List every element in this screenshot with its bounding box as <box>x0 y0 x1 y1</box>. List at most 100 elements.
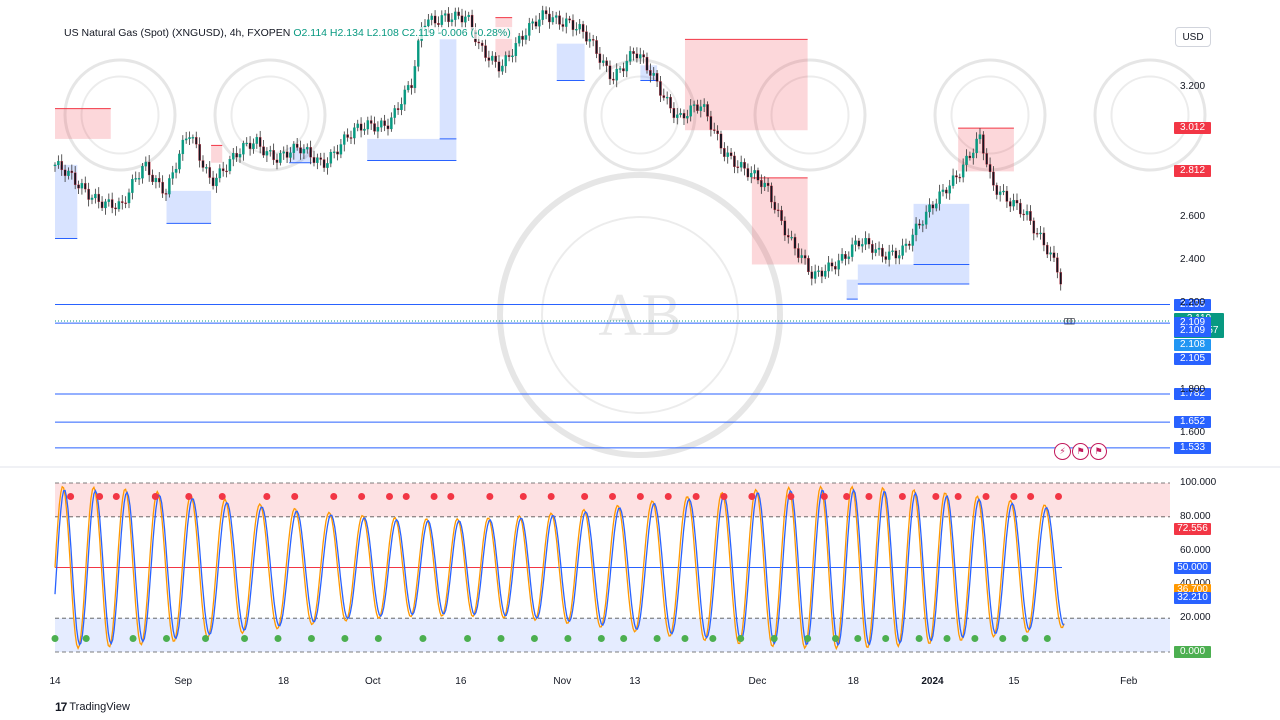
candle-body <box>824 270 827 277</box>
candle-body <box>921 224 925 226</box>
candle-body <box>198 144 201 161</box>
overbought-signal-dot <box>636 493 644 501</box>
overbought-signal-dot <box>291 493 299 501</box>
candle-body <box>349 137 353 139</box>
overbought-signal-dot <box>1027 493 1035 501</box>
zone-price-tag: 2.105 <box>1174 352 1211 365</box>
candle-body <box>121 201 124 203</box>
candle-body <box>753 170 756 174</box>
oversold-signal-dot <box>464 634 472 642</box>
oscillator-axis-label: 60.000 <box>1180 544 1211 556</box>
candle-body <box>84 183 87 190</box>
oscillator-axis-label: 100.000 <box>1180 477 1217 488</box>
candle-body <box>1005 190 1009 202</box>
oversold-signal-dot <box>419 634 427 642</box>
candle-body <box>830 262 834 267</box>
candle-body <box>679 113 682 115</box>
candle-body <box>339 144 343 155</box>
candle-body <box>53 164 57 167</box>
candle-body <box>107 199 111 202</box>
candle-body <box>578 24 581 30</box>
candle-body <box>884 256 888 260</box>
us-flag-icon[interactable]: ⚑ <box>1072 443 1089 460</box>
event-icons[interactable]: ⚡ ⚑ ⚑ <box>1054 443 1107 460</box>
candle-body <box>376 127 380 132</box>
overbought-signal-dot <box>430 493 438 501</box>
candle-body <box>141 165 144 179</box>
candle-body <box>137 178 141 180</box>
oversold-signal-dot <box>943 634 951 642</box>
overbought-signal-dot <box>1055 493 1062 501</box>
overbought-signal-dot <box>865 493 873 501</box>
overbought-signal-dot <box>720 493 728 501</box>
watermark-letters: AB <box>598 282 681 348</box>
candle-body <box>847 256 851 259</box>
candle-body <box>238 154 242 158</box>
candle-body <box>854 240 857 245</box>
lightning-icon[interactable]: ⚡ <box>1054 443 1071 460</box>
candle-body <box>329 152 333 164</box>
candle-body <box>454 11 457 20</box>
candle-body <box>588 39 592 42</box>
candle-body <box>972 152 975 159</box>
overbought-signal-dot <box>692 493 700 501</box>
candle-body <box>760 180 763 188</box>
candle-body <box>538 19 541 27</box>
candle-body <box>743 161 746 169</box>
tradingview-logo[interactable]: 17 TradingView <box>55 700 130 714</box>
candle-body <box>1059 272 1062 285</box>
oversold-signal-dot <box>915 634 923 642</box>
candle-body <box>252 143 255 150</box>
us-flag-icon[interactable]: ⚑ <box>1090 443 1107 460</box>
candle-body <box>322 159 326 168</box>
candle-body <box>598 53 602 63</box>
candle-body <box>770 185 773 203</box>
candle-body <box>497 61 501 72</box>
candle-body <box>100 201 104 209</box>
oversold-signal-dot <box>341 634 349 642</box>
candle-body <box>87 188 90 200</box>
candle-body <box>191 137 195 139</box>
candle-body <box>810 271 814 279</box>
candle-body <box>60 161 63 171</box>
overbought-signal-dot <box>402 493 410 501</box>
candle-body <box>571 19 575 30</box>
candle-body <box>235 152 238 158</box>
overbought-signal-dot <box>898 493 906 501</box>
candle-body <box>433 15 437 24</box>
time-axis-label: 18 <box>278 676 290 687</box>
candle-body <box>961 164 965 178</box>
candle-body <box>995 185 999 195</box>
candle-body <box>904 243 908 246</box>
candle-body <box>67 170 70 176</box>
overbought-signal-dot <box>1010 493 1018 501</box>
candle-body <box>595 40 598 54</box>
candle-body <box>655 73 659 82</box>
overbought-signal-dot <box>386 493 393 501</box>
candle-body <box>511 55 514 58</box>
candle-body <box>682 113 686 119</box>
candle-body <box>662 95 666 98</box>
candle-body <box>131 179 134 193</box>
oversold-signal-dot <box>530 634 538 642</box>
candle-body <box>793 236 797 249</box>
candle-body <box>396 108 400 111</box>
candle-body <box>1032 220 1036 234</box>
candle-body <box>908 243 911 246</box>
candle-body <box>672 108 676 118</box>
candle-body <box>410 85 413 89</box>
candle-body <box>1025 211 1029 215</box>
oversold-signal-dot <box>274 634 282 642</box>
candle-body <box>265 151 269 156</box>
currency-button[interactable]: USD <box>1175 27 1211 47</box>
overbought-signal-dot <box>358 493 366 501</box>
time-axis-label: 2024 <box>921 676 944 687</box>
stoch-k-line <box>54 485 1065 651</box>
candle-body <box>1022 213 1025 216</box>
candle-body <box>928 204 931 213</box>
candle-body <box>70 170 74 173</box>
candle-body <box>783 220 787 236</box>
candle-body <box>776 209 780 212</box>
candle-body <box>94 193 97 199</box>
candle-body <box>719 133 723 149</box>
